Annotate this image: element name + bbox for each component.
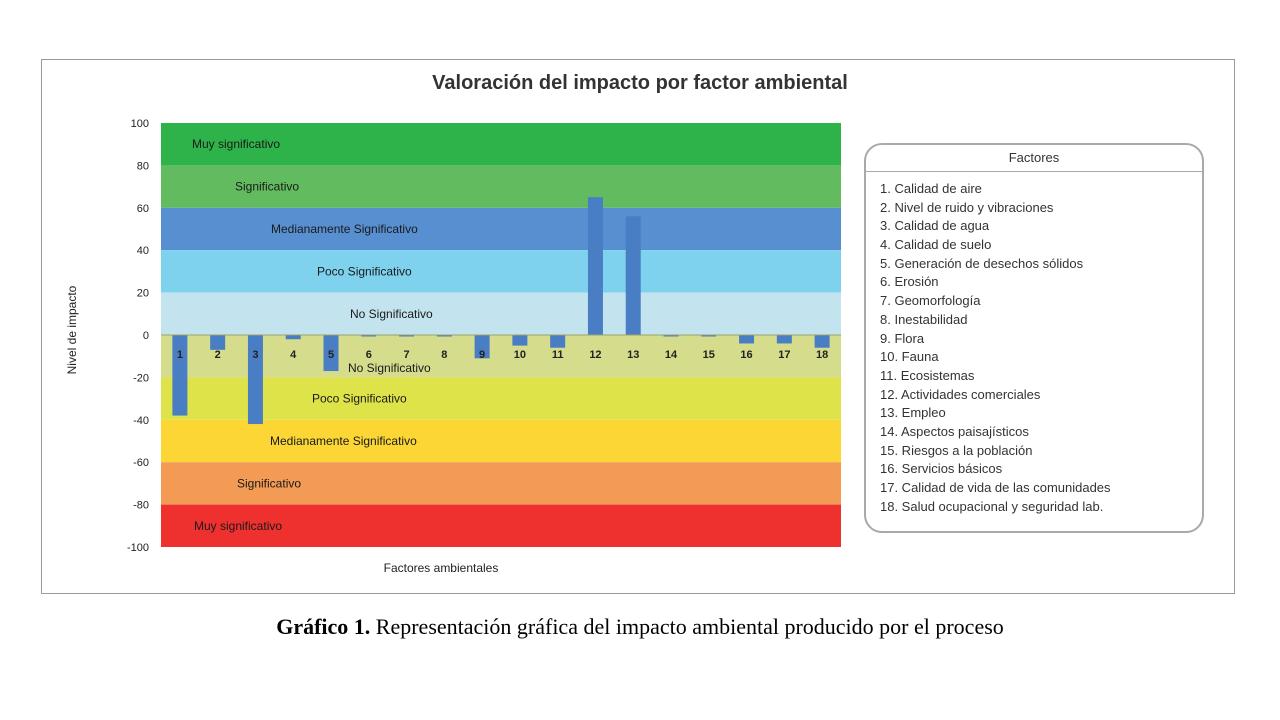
band-1 bbox=[161, 165, 841, 208]
bar-9 bbox=[474, 335, 490, 359]
category-label-18: 18 bbox=[816, 349, 828, 361]
band-3 bbox=[161, 250, 841, 293]
band-8 bbox=[161, 462, 841, 505]
band-label-1: Significativo bbox=[235, 180, 299, 194]
y-tick-label: -60 bbox=[133, 457, 149, 469]
band-label-4: No Significativo bbox=[350, 307, 433, 321]
y-tick-label: -20 bbox=[133, 372, 149, 384]
category-label-14: 14 bbox=[665, 349, 678, 361]
y-tick-label: -40 bbox=[133, 415, 149, 427]
band-label-0: Muy significativo bbox=[192, 137, 280, 151]
band-0 bbox=[161, 123, 841, 166]
band-5 bbox=[161, 335, 841, 378]
bar-17 bbox=[776, 335, 792, 344]
bar-18 bbox=[814, 335, 830, 348]
y-tick-label: 20 bbox=[137, 288, 149, 300]
bar-7 bbox=[399, 335, 415, 337]
bar-13 bbox=[625, 216, 641, 335]
y-tick-label: 40 bbox=[137, 245, 149, 257]
category-label-10: 10 bbox=[514, 349, 526, 361]
band-label-7: Medianamente Significativo bbox=[270, 434, 417, 448]
legend-item: 17. Calidad de vida de las comunidades bbox=[880, 480, 1111, 495]
category-label-13: 13 bbox=[627, 349, 639, 361]
bar-6 bbox=[361, 335, 377, 337]
legend-item: 13. Empleo bbox=[880, 405, 946, 421]
band-label-9: Muy significativo bbox=[194, 519, 282, 533]
bar-14 bbox=[663, 335, 679, 337]
category-label-1: 1 bbox=[177, 349, 183, 361]
category-label-12: 12 bbox=[589, 349, 601, 361]
band-label-3: Poco Significativo bbox=[317, 264, 412, 278]
legend-item: 1. Calidad de aire bbox=[880, 181, 982, 196]
y-tick-label: 0 bbox=[143, 330, 149, 342]
bar-11 bbox=[550, 335, 566, 348]
category-label-8: 8 bbox=[441, 349, 447, 361]
caption-text: Representación gráfica del impacto ambie… bbox=[370, 614, 1004, 639]
category-label-4: 4 bbox=[290, 349, 297, 361]
bar-8 bbox=[436, 335, 452, 337]
legend-item: 8. Inestabilidad bbox=[880, 311, 968, 327]
y-tick-label: -100 bbox=[127, 542, 149, 554]
category-label-17: 17 bbox=[778, 349, 790, 361]
legend-item: 7. Geomorfología bbox=[880, 293, 981, 309]
legend-item: 15. Riesgos a la población bbox=[880, 442, 1033, 458]
bar-10 bbox=[512, 335, 528, 346]
figure-caption: Gráfico 1. Representación gráfica del im… bbox=[0, 614, 1280, 640]
bar-5 bbox=[323, 335, 339, 372]
bar-12 bbox=[587, 197, 603, 335]
caption-label: Gráfico 1. bbox=[276, 614, 371, 639]
y-tick-label: 100 bbox=[131, 118, 149, 130]
band-4 bbox=[161, 292, 841, 335]
x-axis-label: Factores ambientales bbox=[384, 561, 499, 575]
bar-15 bbox=[701, 335, 717, 337]
category-label-6: 6 bbox=[366, 349, 372, 361]
legend-item: 9. Flora bbox=[880, 330, 925, 346]
bar-4 bbox=[285, 335, 301, 340]
legend-title: Factores bbox=[866, 145, 1202, 172]
bar-2 bbox=[210, 335, 226, 350]
legend-item: 10. Fauna bbox=[880, 349, 939, 365]
category-label-11: 11 bbox=[552, 349, 564, 361]
y-tick-label: -80 bbox=[133, 500, 149, 512]
category-label-5: 5 bbox=[328, 349, 334, 361]
y-tick-label: 80 bbox=[137, 160, 149, 172]
legend-item: 11. Ecosistemas bbox=[880, 367, 975, 383]
category-label-7: 7 bbox=[403, 349, 409, 361]
category-label-15: 15 bbox=[703, 349, 715, 361]
band-6 bbox=[161, 377, 841, 420]
legend-item: 2. Nivel de ruido y vibraciones bbox=[880, 199, 1054, 215]
band-label-8: Significativo bbox=[237, 476, 301, 490]
band-9 bbox=[161, 504, 841, 547]
category-label-2: 2 bbox=[215, 349, 221, 361]
legend-item: 4. Calidad de suelo bbox=[880, 237, 992, 253]
chart-title: Valoración del impacto por factor ambien… bbox=[432, 72, 848, 94]
legend-item: 14. Aspectos paisajísticos bbox=[880, 423, 1029, 439]
band-label-2: Medianamente Significativo bbox=[271, 222, 418, 236]
legend-item: 16. Servicios básicos bbox=[880, 461, 1003, 477]
bar-3 bbox=[247, 335, 263, 425]
category-label-16: 16 bbox=[740, 349, 752, 361]
legend-item: 5. Generación de desechos sólidos bbox=[880, 255, 1084, 271]
bar-16 bbox=[739, 335, 755, 344]
legend-item: 18. Salud ocupacional y seguridad lab. bbox=[880, 498, 1104, 514]
y-tick-label: 60 bbox=[137, 203, 149, 215]
category-label-3: 3 bbox=[252, 349, 258, 361]
y-axis-label: Nivel de impacto bbox=[65, 285, 79, 374]
band-7 bbox=[161, 419, 841, 463]
bar-1 bbox=[172, 335, 188, 416]
legend-item: 12. Actividades comerciales bbox=[880, 386, 1041, 402]
legend-item: 3. Calidad de agua bbox=[880, 218, 990, 234]
band-label-6: Poco Significativo bbox=[312, 392, 407, 406]
band-label-5: No Significativo bbox=[348, 361, 431, 375]
legend-list: 1. Calidad de aire 2. Nivel de ruido y vi… bbox=[866, 172, 1202, 516]
category-label-9: 9 bbox=[479, 349, 485, 361]
factors-legend: Factores 1. Calidad de aire 2. Nivel de r… bbox=[864, 143, 1204, 533]
legend-item: 6. Erosión bbox=[880, 274, 939, 290]
band-2 bbox=[161, 207, 841, 251]
